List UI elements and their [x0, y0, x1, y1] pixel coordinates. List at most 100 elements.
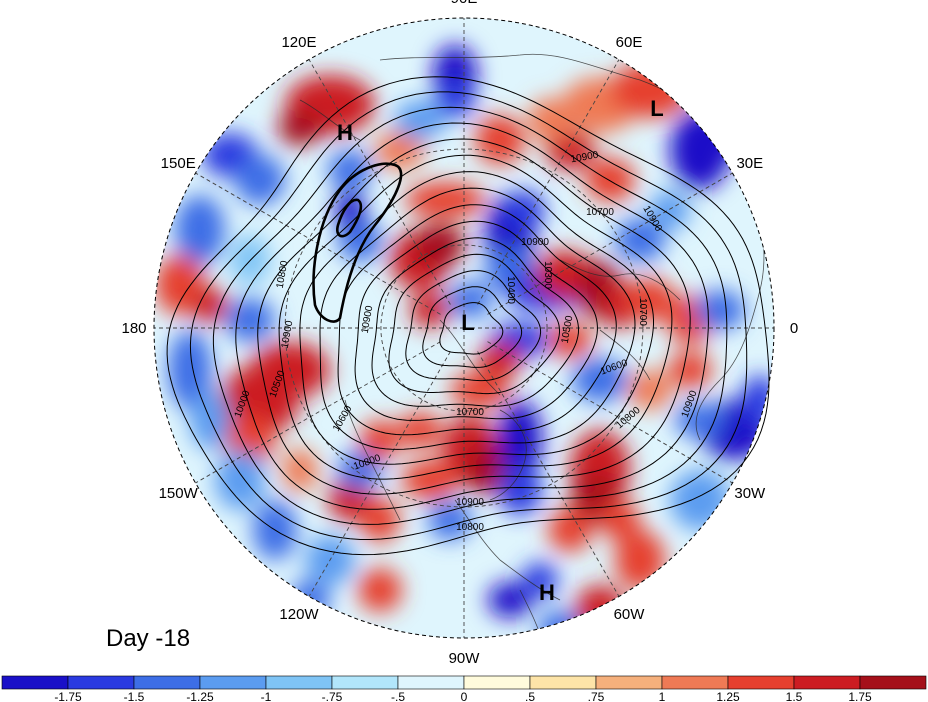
coastline-segment [489, 409, 527, 501]
colorbar-swatch [397, 675, 465, 690]
colorbar-swatch [133, 675, 201, 690]
height-contour [189, 91, 748, 540]
significance-region [336, 198, 363, 238]
anomaly-blob [615, 530, 665, 590]
anomaly-blob [328, 150, 372, 190]
anomaly-blob [712, 102, 748, 158]
height-contour [299, 171, 654, 465]
coastline-segment [559, 259, 681, 301]
day-label: Day -18 [106, 625, 190, 652]
coastline-segment [299, 99, 361, 141]
contour-label: 10800 [275, 259, 291, 289]
anomaly-blob [448, 282, 492, 318]
colorbar-swatch [727, 675, 795, 690]
anomaly-blob [225, 298, 275, 342]
height-contours [166, 76, 770, 556]
colorbar-tick-label: 1 [659, 690, 666, 702]
anomaly-blob [522, 562, 558, 598]
colorbar-swatch [463, 675, 531, 690]
anomaly-blob [528, 98, 572, 142]
coastline-segment [439, 319, 501, 396]
colorbar-tick-label: -1.25 [186, 690, 214, 702]
contour-label: 10400 [505, 276, 516, 304]
anomaly-blob [360, 420, 400, 460]
longitude-label: 150W [159, 485, 199, 502]
pressure-marker: H [539, 580, 555, 605]
meridian-line [487, 341, 733, 484]
colorbar-tick-label: -1.75 [54, 690, 82, 702]
colorbar-swatch [793, 675, 861, 690]
longitude-label: 180 [121, 320, 146, 337]
colorbar-tick-label: 1.75 [848, 690, 872, 702]
colorbar-swatch [661, 675, 729, 690]
anomaly-blob [572, 358, 628, 402]
anomaly-blob [175, 195, 225, 265]
coastline-segment [454, 499, 561, 601]
height-contour [405, 270, 542, 382]
coastlines [299, 53, 765, 638]
height-contour [212, 106, 728, 525]
contour-label: 10900 [570, 150, 600, 166]
height-contour [235, 122, 709, 510]
colorbar-tick-label: 0 [461, 690, 468, 702]
longitude-label: 60W [614, 606, 646, 623]
anomaly-blob [742, 375, 774, 425]
colorbar: -1.75 -1.5 -1.25 -1 -.75 -.5 0 .5 .75 1 1.25 1.5 1.7… [1, 675, 927, 702]
anomaly-blob [405, 182, 485, 218]
coastline-segment [599, 329, 651, 381]
longitude-label: 120E [281, 34, 316, 51]
contour-label: 10300 [542, 261, 553, 289]
anomaly-blob [670, 110, 730, 190]
longitude-label: 30E [736, 155, 763, 172]
anomaly-blob [192, 287, 228, 323]
pressure-marker: H [337, 120, 353, 145]
colorbar-swatch [67, 675, 135, 690]
height-contour [388, 253, 560, 395]
contour-label: 10800 [456, 522, 484, 533]
anomaly-blob [600, 500, 640, 540]
colorbar-swatch [529, 675, 597, 690]
anomaly-blob [498, 465, 542, 515]
meridian-line [195, 341, 441, 484]
height-contour [278, 154, 673, 480]
anomaly-blob [375, 130, 425, 170]
anomaly-blob [278, 110, 322, 146]
anomaly-blob [282, 448, 318, 492]
contour-label: 10700 [586, 207, 614, 218]
height-contour [422, 286, 523, 368]
longitude-labels: 90E 60E 30E 0 30W 60W 90W 120W 150W 180 150E 120E [121, 0, 798, 667]
colorbar-tick-label: .75 [588, 690, 605, 702]
anomaly-blob [465, 445, 505, 495]
contour-label: 10700 [456, 407, 484, 418]
height-contour [354, 220, 598, 421]
colorbar-tick-label: 1.25 [716, 690, 740, 702]
anomaly-blob [695, 290, 745, 330]
height-contour [257, 138, 691, 495]
anomaly-blob [398, 412, 442, 448]
anomaly-blob [538, 610, 582, 638]
colorbar-swatch [265, 675, 333, 690]
coastline-segment [344, 399, 401, 521]
anomaly-blob [548, 508, 592, 552]
longitude-label: 120W [279, 606, 319, 623]
colorbar-swatch [859, 675, 927, 690]
longitude-label: 30W [734, 485, 766, 502]
pressure-marker: L [461, 310, 474, 335]
colorbar-tick-label: 1.5 [786, 690, 803, 702]
height-contour [319, 187, 636, 450]
meridian-line [308, 351, 451, 597]
height-contour [166, 76, 770, 556]
anomaly-blob [235, 155, 285, 205]
longitude-label: 0 [790, 320, 798, 337]
anomaly-blob [168, 330, 212, 410]
anomaly-blob [670, 470, 730, 530]
longitude-label: 150E [161, 155, 196, 172]
anomaly-blob [675, 402, 725, 438]
longitude-label: 90W [449, 650, 481, 667]
colorbar-swatch [199, 675, 267, 690]
contour-label: 10500 [560, 314, 576, 344]
colorbar-tick-label: .5 [525, 690, 535, 702]
map-boundary [153, 17, 775, 639]
anomaly-blob [450, 372, 510, 408]
